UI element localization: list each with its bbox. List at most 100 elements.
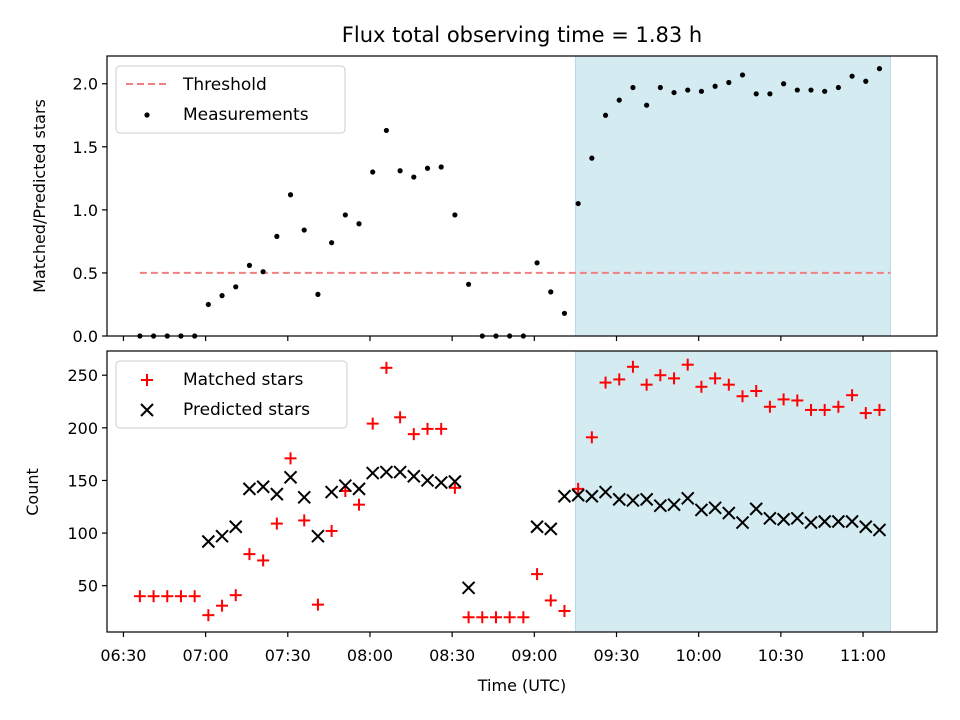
matched-star-point	[640, 378, 653, 391]
predicted-star-point	[270, 487, 284, 501]
matched-star-point	[531, 568, 544, 581]
matched-star-point	[736, 390, 749, 403]
top-x-ticks	[122, 336, 864, 341]
predicted-star-point	[229, 520, 243, 534]
predicted-star-point	[722, 506, 736, 520]
measurement-points	[137, 66, 883, 339]
predicted-star-point	[420, 473, 435, 488]
measurement-point	[602, 112, 609, 118]
matched-star-point	[873, 403, 886, 416]
top-y-axis-label: Matched/Predicted stars	[30, 99, 49, 293]
y-tick-label: 250	[67, 366, 98, 385]
measurement-point	[548, 289, 554, 295]
measurement-point	[452, 212, 458, 218]
matched-star-point	[613, 373, 626, 386]
measurement-point	[233, 284, 239, 290]
measurement-point	[630, 84, 636, 91]
matched-star-point	[558, 604, 571, 617]
x-tick-label: 10:00	[676, 646, 722, 665]
matched-star-point	[435, 422, 448, 435]
matched-star-point	[394, 411, 407, 424]
matched-star-point	[284, 452, 297, 465]
top-legend-box	[115, 65, 346, 134]
measurement-point	[397, 168, 403, 174]
matched-star-point	[489, 611, 502, 624]
legend-measurement-swatch	[144, 112, 150, 118]
measurement-point	[753, 91, 759, 97]
matched-star-point	[147, 590, 160, 603]
predicted-star-point	[749, 502, 763, 516]
x-tick-label: 08:00	[347, 646, 393, 665]
measurement-point	[260, 269, 266, 275]
measurement-point	[863, 78, 869, 84]
predicted-star-point	[530, 520, 544, 534]
predicted-star-point	[324, 485, 339, 499]
predicted-star-point	[379, 465, 394, 479]
measurement-point	[781, 81, 787, 87]
matched-stars-points	[133, 358, 886, 624]
x-axis-label: Time (UTC)	[477, 676, 566, 695]
matched-star-point	[750, 384, 763, 397]
predicted-star-point	[585, 489, 599, 503]
measurement-point	[685, 87, 691, 93]
legend-threshold-label: Threshold	[182, 75, 267, 95]
measurement-point	[383, 127, 390, 134]
matched-star-point	[174, 590, 187, 603]
predicted-star-point	[859, 520, 873, 534]
y-tick-label: 0.5	[73, 264, 98, 283]
matched-star-point	[777, 393, 790, 406]
measurement-point	[301, 227, 307, 233]
matched-star-point	[462, 611, 475, 624]
matched-star-point	[161, 590, 174, 603]
matched-star-point	[476, 611, 489, 624]
predicted-star-point	[667, 497, 681, 512]
measurement-point	[698, 88, 705, 94]
predicted-star-point	[544, 522, 558, 536]
matched-star-point	[681, 358, 694, 371]
y-tick-label: 150	[67, 471, 98, 490]
matched-star-point	[585, 431, 598, 444]
legend-predicted-label: Predicted stars	[183, 400, 310, 420]
predicted-star-point	[598, 485, 613, 499]
matched-star-point	[722, 378, 735, 391]
predicted-stars-points	[201, 465, 887, 595]
measurement-point	[726, 79, 732, 86]
matched-star-point	[626, 360, 639, 373]
measurement-point	[329, 240, 335, 246]
counts-panel: 50 100 150 200 250 06:30 07:00 07:30 08:00 08:30…	[23, 350, 938, 695]
measurement-point	[205, 301, 211, 308]
predicted-star-point	[201, 534, 216, 549]
matched-star-point	[503, 611, 516, 624]
predicted-star-point	[763, 511, 777, 526]
x-tick-label: 07:30	[265, 646, 311, 665]
matched-star-point	[421, 422, 434, 435]
y-tick-label: 1.5	[73, 138, 98, 157]
measurement-point	[315, 291, 321, 297]
predicted-star-point	[872, 523, 887, 537]
matched-star-point	[311, 598, 324, 611]
matched-star-point	[366, 417, 379, 430]
bottom-y-axis-label: Count	[23, 468, 42, 516]
bottom-x-ticks: 06:30 07:00 07:30 08:00 08:30 09:00 09:30 10:00…	[100, 632, 886, 665]
measurement-point	[794, 87, 800, 93]
matched-star-point	[407, 428, 420, 441]
top-legend: Threshold Measurements	[115, 65, 346, 134]
predicted-star-point	[804, 515, 818, 530]
matched-star-point	[133, 590, 146, 603]
measurement-point	[356, 221, 362, 227]
matched-star-point	[572, 482, 585, 495]
measurement-point	[822, 88, 828, 94]
matched-star-point	[517, 611, 530, 624]
bottom-legend-box	[115, 360, 348, 429]
predicted-star-point	[461, 581, 476, 595]
y-tick-label: 100	[67, 524, 98, 543]
matched-star-point	[257, 554, 270, 567]
predicted-star-point	[448, 474, 462, 489]
measurement-point	[534, 260, 540, 266]
x-tick-label: 06:30	[100, 646, 146, 665]
measurement-point	[808, 87, 814, 93]
measurement-point	[411, 174, 417, 180]
predicted-star-point	[694, 503, 709, 517]
measurement-point	[274, 233, 280, 239]
